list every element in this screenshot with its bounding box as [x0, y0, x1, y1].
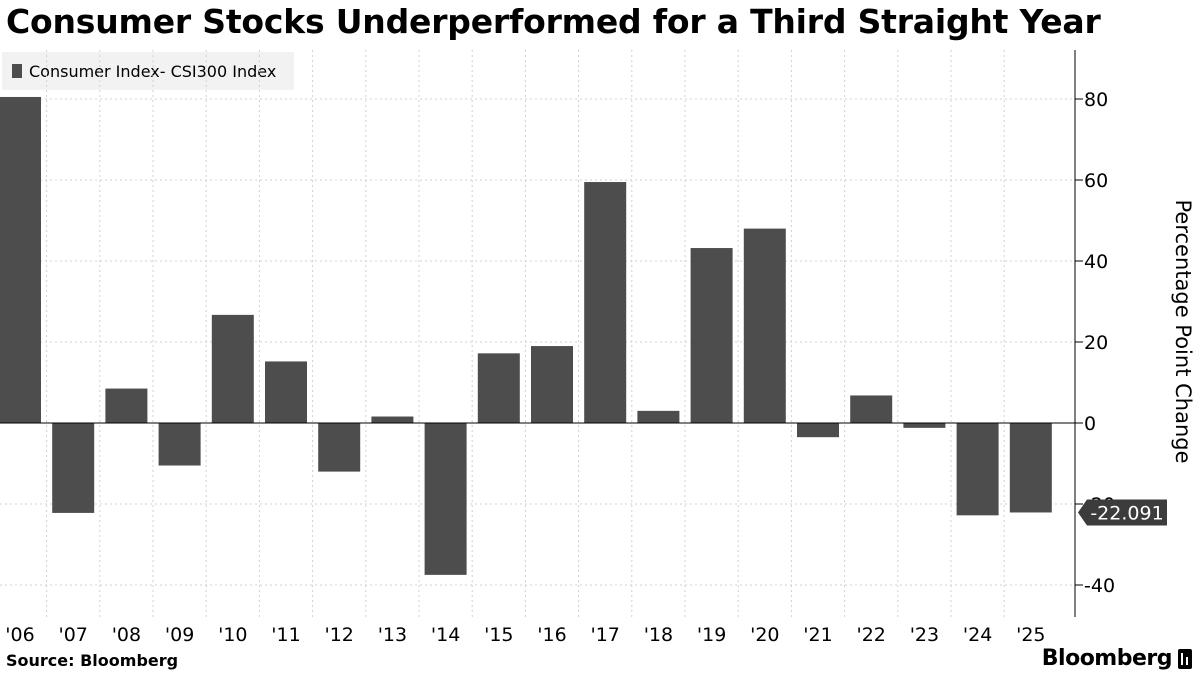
y-tick-label: 0 — [1084, 413, 1096, 435]
bar-19 — [690, 248, 733, 423]
bar-23 — [903, 423, 946, 428]
x-tick-label: '16 — [537, 624, 566, 646]
bar-16 — [531, 346, 573, 423]
y-tick-label: -40 — [1084, 575, 1115, 597]
x-tick-label: '08 — [112, 624, 141, 646]
bloomberg-logo: Bloomberg — [1042, 646, 1192, 671]
bar-22 — [850, 395, 893, 423]
x-tick-label: '21 — [803, 624, 832, 646]
bar-10 — [211, 314, 254, 423]
last-value-callout — [1078, 499, 1167, 526]
bar-15 — [477, 353, 520, 423]
x-tick-label: '10 — [218, 624, 247, 646]
x-tick-label: '09 — [165, 624, 194, 646]
bar-06 — [0, 96, 41, 423]
bar-24 — [956, 423, 999, 516]
x-tick-label: '19 — [697, 624, 726, 646]
chart-title: Consumer Stocks Underperformed for a Thi… — [6, 2, 1101, 41]
brand-name: Bloomberg — [1041, 646, 1173, 671]
x-tick-label: '17 — [590, 624, 619, 646]
bloomberg-terminal-icon — [1178, 648, 1192, 669]
x-tick-label: '18 — [644, 624, 673, 646]
bar-08 — [105, 388, 148, 423]
bar-12 — [318, 423, 361, 472]
bar-07 — [52, 423, 95, 513]
x-tick-label: '11 — [271, 624, 300, 646]
y-tick-label: 20 — [1084, 332, 1108, 354]
x-tick-label: '07 — [58, 624, 87, 646]
bar-25 — [1009, 423, 1052, 513]
legend-swatch — [12, 64, 22, 78]
bar-09 — [158, 423, 201, 466]
x-tick-label: '25 — [1016, 624, 1045, 646]
y-tick-label: 80 — [1084, 89, 1108, 111]
bar-20 — [743, 228, 786, 423]
last-value-label: -22.091 — [1090, 502, 1163, 524]
y-tick-label: 60 — [1084, 170, 1108, 192]
y-tick-label: 40 — [1084, 251, 1108, 273]
x-tick-label: '24 — [963, 624, 992, 646]
bar-13 — [371, 416, 414, 423]
x-tick-label: '20 — [750, 624, 779, 646]
source-note: Source: Bloomberg — [6, 651, 179, 670]
x-tick-label: '12 — [324, 624, 353, 646]
bar-14 — [424, 423, 467, 575]
y-axis-title: Percentage Point Change — [1171, 199, 1195, 463]
x-tick-label: '14 — [431, 624, 460, 646]
x-tick-label: '23 — [910, 624, 939, 646]
x-tick-label: '13 — [378, 624, 407, 646]
x-tick-label: '22 — [856, 624, 885, 646]
bar-21 — [797, 423, 839, 438]
bar-17 — [584, 182, 627, 423]
bar-11 — [265, 361, 307, 423]
x-tick-label: '06 — [5, 624, 34, 646]
bar-18 — [637, 410, 680, 423]
x-tick-label: '15 — [484, 624, 513, 646]
